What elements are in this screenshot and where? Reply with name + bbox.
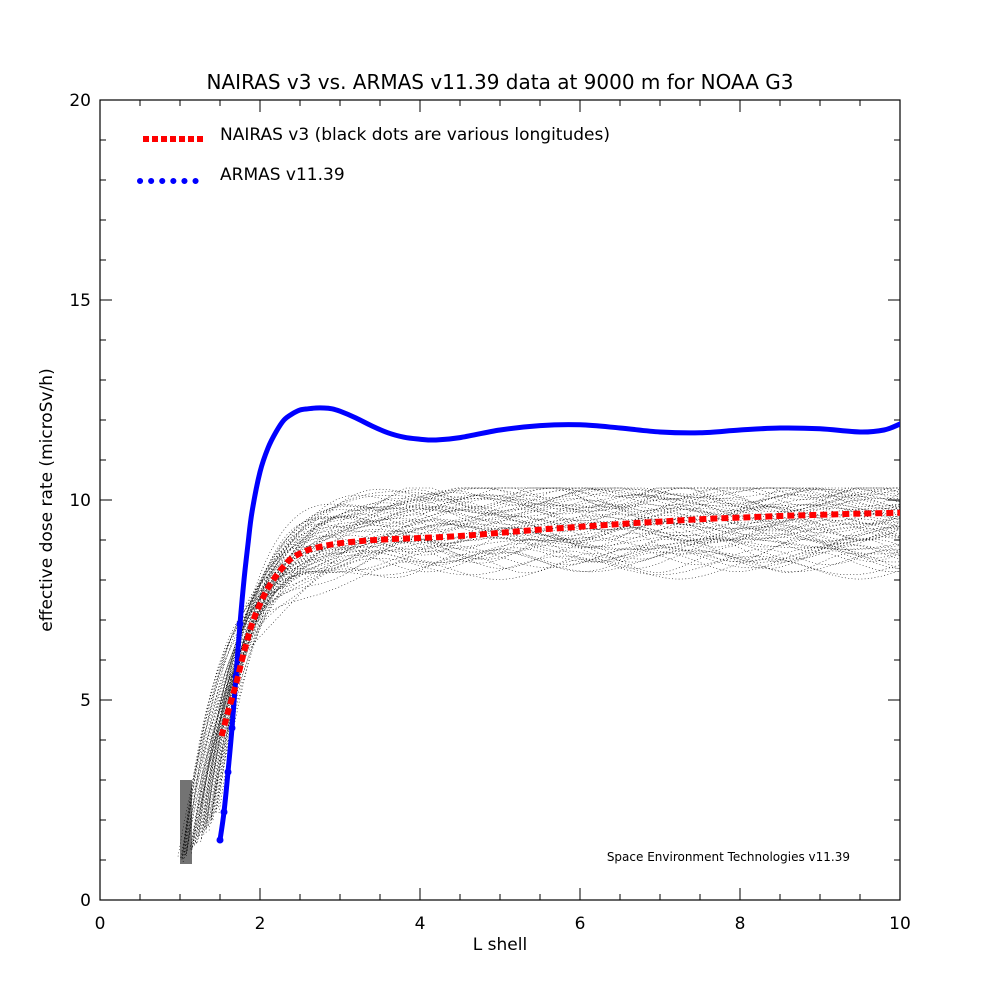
x-tick-label: 4 [415, 914, 426, 934]
legend: NAIRAS v3 (black dots are various longit… [137, 125, 610, 185]
longitude-dots-curve [208, 493, 900, 827]
longitude-dots-curve [189, 539, 900, 850]
longitude-dots-curve [194, 518, 900, 845]
x-tick-labels: 0 2 4 6 8 10 [95, 914, 911, 934]
longitude-dots-curve [210, 494, 900, 819]
x-tick-label: 10 [889, 914, 911, 934]
longitude-dots-curve [198, 507, 900, 836]
legend-label-armas: ARMAS v11.39 [220, 165, 345, 185]
longitude-dots-curve [212, 489, 900, 820]
longitude-dots-curve [182, 551, 900, 863]
chart-title: NAIRAS v3 vs. ARMAS v11.39 data at 9000 … [207, 70, 794, 94]
longitude-dots-curve [192, 532, 900, 848]
longitude-dots-curve [210, 488, 900, 817]
longitude-dots-curve [185, 539, 900, 854]
longitude-dots-curve [212, 488, 900, 821]
y-tick-label: 15 [69, 291, 91, 311]
series-point-armas [216, 836, 224, 844]
series-layer [216, 405, 900, 844]
series-point-armas [224, 768, 232, 776]
longitude-dots-curve [193, 527, 900, 845]
longitude-dots-curve [191, 528, 900, 850]
longitude-dots-curve [205, 503, 900, 830]
longitude-dots-curve [184, 547, 900, 859]
y-tick-label: 5 [80, 691, 91, 711]
x-tick-label: 8 [735, 914, 746, 934]
longitude-dots-curve [206, 498, 900, 828]
longitude-dots-curve [181, 548, 900, 860]
longitude-dots-curve [205, 499, 900, 828]
longitude-dots-curve [185, 539, 900, 857]
longitude-dots-curve [203, 504, 900, 835]
longitude-dots-curve [182, 544, 900, 859]
longitude-dots-curve [205, 504, 900, 827]
series-point-armas [220, 808, 228, 816]
axis-ticks [99, 99, 901, 901]
longitude-dots-curve [186, 534, 900, 854]
longitude-dots-curve [215, 487, 900, 812]
x-axis-label: L shell [473, 935, 527, 955]
longitude-dots-curve [186, 537, 900, 852]
plot-frame [99, 99, 901, 901]
longitude-dots-curve [201, 514, 900, 840]
longitude-dots-curve [190, 524, 900, 847]
longitude-dots-band [177, 487, 900, 864]
longitude-dots-curve [198, 519, 900, 838]
series-point-armas [228, 724, 236, 732]
longitude-dots-curve [191, 537, 900, 854]
longitude-dots-curve [199, 515, 900, 836]
longitude-dots-curve [214, 487, 900, 813]
x-tick-label: 0 [95, 914, 106, 934]
y-tick-label: 10 [69, 491, 91, 511]
longitude-dots-curve [177, 558, 900, 857]
longitude-dots-curve [201, 508, 900, 839]
longitude-dots-curve [194, 521, 900, 843]
longitude-dots-curve [211, 489, 900, 817]
longitude-dots-curve [197, 518, 900, 843]
legend-label-nairas: NAIRAS v3 (black dots are various longit… [220, 125, 610, 145]
longitude-dots-curve [196, 521, 900, 844]
longitude-dots-curve [185, 537, 900, 855]
longitude-dots-curve [180, 552, 900, 858]
longitude-dots-curve [190, 535, 900, 849]
longitude-dots-core [180, 780, 192, 864]
y-axis-label: effective dose rate (microSv/h) [37, 368, 57, 631]
longitude-dots-curve [215, 487, 900, 813]
y-tick-label: 0 [80, 891, 91, 911]
longitude-dots-curve [200, 516, 900, 842]
longitude-dots-curve [181, 555, 900, 858]
longitude-dots-curve [194, 526, 900, 846]
credit-annotation: Space Environment Technologies v11.39 [607, 850, 850, 864]
longitude-dots-curve [183, 549, 900, 856]
longitude-dots-curve [210, 493, 900, 824]
longitude-dots-curve [184, 543, 900, 853]
longitude-dots-curve [216, 487, 900, 807]
series-line-nairas [218, 509, 900, 737]
y-tick-labels: 0 5 10 15 20 [69, 91, 91, 911]
series-point-armas [236, 620, 244, 628]
longitude-dots-curve [202, 505, 900, 834]
longitude-dots-curve [195, 522, 900, 843]
y-tick-label: 20 [69, 91, 91, 111]
series-line-armas [217, 405, 900, 843]
longitude-dots-curve [181, 550, 900, 859]
longitude-dots-curve [208, 504, 900, 831]
x-tick-label: 6 [575, 914, 586, 934]
x-tick-label: 2 [255, 914, 266, 934]
longitude-dots-curve [218, 487, 900, 814]
longitude-dots-curve [208, 498, 900, 825]
longitude-dots-curve [218, 487, 900, 808]
longitude-dots-curve [203, 506, 900, 831]
